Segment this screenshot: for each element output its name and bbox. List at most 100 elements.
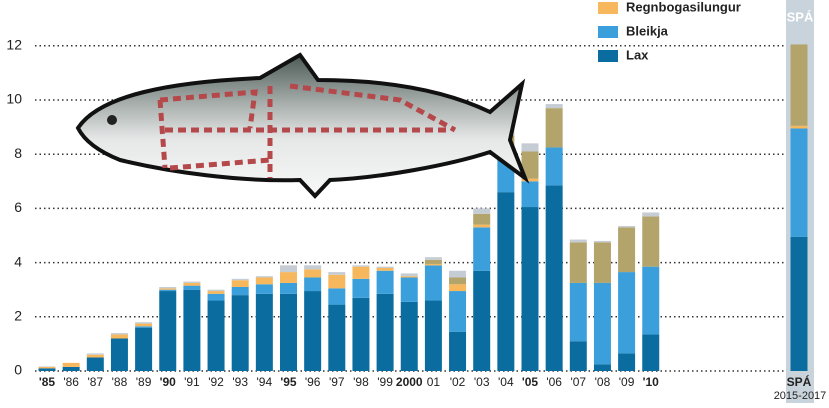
bar-segment xyxy=(497,192,515,371)
bar-segment xyxy=(62,366,80,371)
bar-segment xyxy=(521,181,539,208)
bar-segment xyxy=(400,277,418,302)
bar-segment xyxy=(618,227,636,273)
bar-segment xyxy=(183,289,201,371)
bar-segment xyxy=(159,289,177,292)
bar-segment xyxy=(400,276,418,278)
x-tick-label: '99 xyxy=(377,375,393,389)
bar-segment xyxy=(280,293,297,371)
bar-segment xyxy=(521,143,539,152)
bar-segment xyxy=(86,357,104,371)
bar-segment xyxy=(790,44,808,126)
bar-segment xyxy=(255,293,273,371)
bar-segment xyxy=(545,147,563,186)
bar-segment xyxy=(400,301,418,371)
bar-segment xyxy=(521,207,539,371)
bar-segment xyxy=(545,108,563,148)
bar-segment xyxy=(449,277,467,285)
bar-segment xyxy=(86,354,104,358)
bar-segment xyxy=(159,286,177,289)
bar-segment xyxy=(328,272,346,275)
x-tick-label: '03 xyxy=(474,375,490,389)
bar-segment xyxy=(545,104,563,109)
bar-segment xyxy=(642,212,660,217)
bar-segment xyxy=(304,265,322,270)
bar-segment xyxy=(593,242,611,283)
bar-segment xyxy=(255,276,273,278)
forecast-period: 2015-2017 xyxy=(774,390,827,402)
bar-segment xyxy=(593,240,611,243)
bar-segment xyxy=(110,338,128,371)
bar-segment xyxy=(376,268,394,271)
x-tick-label: '95 xyxy=(280,375,297,389)
bar-segment xyxy=(231,278,249,281)
x-tick-label: '05 xyxy=(522,375,539,389)
bar-segment xyxy=(328,274,346,289)
x-tick-label: '88 xyxy=(112,375,128,389)
bar-segment xyxy=(424,259,442,264)
bar-segment xyxy=(207,291,225,294)
bar-segment xyxy=(569,282,587,342)
bar-segment xyxy=(545,185,563,371)
bar-segment xyxy=(207,289,225,292)
bar-segment xyxy=(38,368,56,371)
bar-segment xyxy=(618,353,636,371)
bar-segment xyxy=(569,242,587,283)
bar-segment xyxy=(110,333,128,335)
x-tick-label: '96 xyxy=(305,375,321,389)
bar-segment xyxy=(62,362,80,367)
x-tick-label: '94 xyxy=(257,375,273,389)
legend-label: Bleikja xyxy=(626,23,669,38)
bar-segment xyxy=(449,291,467,332)
bar-segment xyxy=(618,226,636,228)
bar-segment xyxy=(352,278,370,298)
bar-segment xyxy=(521,178,539,182)
bar-segment xyxy=(135,322,153,324)
bar-segment xyxy=(376,266,394,269)
x-tick-label: '04 xyxy=(498,375,514,389)
bar-segment xyxy=(642,266,660,335)
bar-segment xyxy=(376,293,394,371)
y-tick-label: 2 xyxy=(14,308,22,324)
x-tick-label: '86 xyxy=(63,375,79,389)
bar-segment xyxy=(352,266,370,279)
bar-segment xyxy=(521,151,539,179)
y-tick-label: 4 xyxy=(14,253,22,269)
bar-segment xyxy=(473,208,491,214)
x-tick-label: '93 xyxy=(232,375,248,389)
bar-segment xyxy=(790,125,808,129)
bar-segment xyxy=(618,272,636,354)
bar-segment xyxy=(183,281,201,283)
bar-segment xyxy=(255,277,273,285)
x-tick-label: 01 xyxy=(427,375,441,389)
bar-segment xyxy=(593,282,611,365)
bar-segment xyxy=(110,334,128,339)
bar-segment xyxy=(790,128,808,237)
bar-segment xyxy=(280,282,297,294)
bar-segment xyxy=(473,213,491,225)
bar-segment xyxy=(207,293,225,301)
legend-label: Lax xyxy=(626,47,649,62)
bar-segment xyxy=(328,304,346,371)
bar-segment xyxy=(207,300,225,371)
bar-segment xyxy=(304,291,322,371)
legend-swatch xyxy=(598,2,618,14)
x-tick-label: '09 xyxy=(619,375,635,389)
bar-segment xyxy=(231,280,249,287)
bar-segment xyxy=(280,272,297,283)
bar-segment xyxy=(424,263,442,266)
x-tick-label: '89 xyxy=(136,375,152,389)
bar-segment xyxy=(569,239,587,243)
x-tick-label: '98 xyxy=(353,375,369,389)
bar-segment xyxy=(424,300,442,371)
bar-segment xyxy=(642,334,660,371)
bar-segment xyxy=(135,326,153,328)
x-tick-label: '85 xyxy=(39,375,56,389)
y-tick-label: 10 xyxy=(6,91,22,107)
bar-segment xyxy=(304,269,322,278)
bar-segment xyxy=(280,265,297,273)
bar-segment xyxy=(642,216,660,267)
bar-segment xyxy=(376,270,394,294)
x-tick-label: 2000 xyxy=(396,375,423,389)
